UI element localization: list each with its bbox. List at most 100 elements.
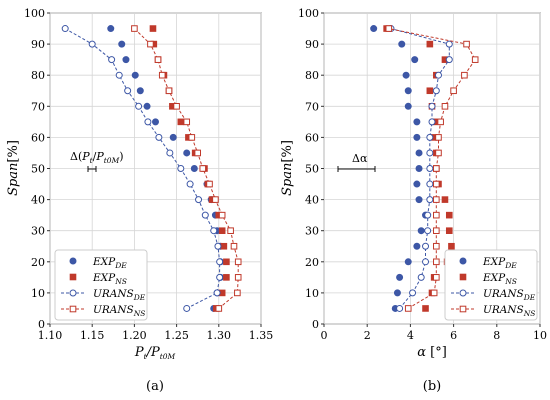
legend-a: EXPDE EXPNS URANSDE URANSNS <box>54 249 148 321</box>
data-point <box>393 289 401 297</box>
legend-label: URANSNS <box>93 304 145 318</box>
data-point <box>108 56 116 64</box>
series-exp-de-b <box>370 25 430 312</box>
data-point <box>404 87 412 95</box>
data-point <box>216 273 224 281</box>
y-tick-label: 0 <box>38 318 45 331</box>
legend-entry: URANSDE <box>61 288 146 302</box>
y-tick-label: 20 <box>31 256 45 269</box>
data-point <box>223 274 230 281</box>
data-point <box>212 196 219 203</box>
data-point <box>183 304 191 312</box>
data-point <box>409 289 417 297</box>
data-point <box>136 87 144 95</box>
y-tick-label: 40 <box>31 194 45 207</box>
data-point <box>430 289 438 297</box>
data-point <box>218 227 226 234</box>
ticks-b: 0 10 20 30 40 50 60 70 80 90 100 0 2 4 6 8 10 <box>298 7 547 342</box>
panel-caption-a: (a) <box>146 379 164 394</box>
x-tick-label: 4 <box>407 329 414 342</box>
legend-marker <box>69 305 77 313</box>
data-point <box>210 227 218 235</box>
y-tick-label: 70 <box>31 100 45 113</box>
data-point <box>131 71 139 79</box>
x-tick-label: 1.10 <box>38 329 63 342</box>
y-tick-label: 60 <box>305 131 319 144</box>
legend-marker <box>69 257 77 265</box>
data-point <box>441 196 449 203</box>
data-point <box>206 180 213 188</box>
data-point <box>433 242 440 250</box>
data-point <box>154 56 162 63</box>
x-tick-label: 1.30 <box>207 329 232 342</box>
legend-marker <box>459 273 467 281</box>
x-tick-label: 1.35 <box>249 329 274 342</box>
data-point <box>435 149 442 157</box>
data-point <box>433 211 440 219</box>
legend-entry: EXPDE <box>69 256 127 270</box>
data-point <box>445 40 453 48</box>
data-point <box>413 133 421 141</box>
data-point <box>463 40 470 48</box>
data-point <box>426 133 434 141</box>
data-point <box>88 40 96 48</box>
data-point <box>404 258 412 266</box>
data-point <box>415 196 423 204</box>
data-point <box>433 274 440 281</box>
data-point <box>433 180 440 188</box>
ticks-a: 0 10 20 30 40 50 60 70 80 90 100 1.10 1.15 1.20 1.25 1.… <box>24 7 273 342</box>
y-tick-label: 40 <box>305 194 319 207</box>
legend-marker <box>69 289 77 297</box>
data-point <box>122 56 130 64</box>
data-point <box>131 25 138 32</box>
data-point <box>370 25 378 33</box>
legend-entry: EXPDE <box>459 256 517 270</box>
data-point <box>149 25 157 32</box>
y-tick-label: 100 <box>24 7 45 20</box>
legend-label: URANSDE <box>483 288 536 302</box>
data-point <box>461 71 468 79</box>
data-point <box>426 180 434 188</box>
y-tick-label: 10 <box>31 287 45 300</box>
data-point <box>147 40 154 48</box>
y-tick-label: 50 <box>305 163 319 176</box>
y-tick-label: 10 <box>305 287 319 300</box>
legend-entry: URANSDE <box>451 288 536 302</box>
data-point <box>426 149 434 157</box>
series-urans-ns-a <box>131 25 242 312</box>
data-point <box>234 258 242 266</box>
data-point <box>415 149 423 157</box>
legend-marker <box>459 289 467 297</box>
data-point <box>199 165 207 172</box>
legend-label: EXPNS <box>92 272 127 286</box>
data-point <box>450 87 457 95</box>
data-point <box>402 71 410 79</box>
legend-marker <box>69 273 77 281</box>
data-point <box>183 118 191 126</box>
annotation-b: Δα <box>337 152 376 172</box>
data-point <box>433 227 440 234</box>
data-point <box>448 242 455 250</box>
data-point <box>426 87 434 95</box>
series-urans-de-b <box>387 25 453 312</box>
data-point <box>143 102 151 110</box>
data-point <box>428 118 436 126</box>
x-tick-label: 1.25 <box>164 329 189 342</box>
y-tick-label: 80 <box>31 69 45 82</box>
data-point <box>107 25 115 33</box>
legend-box-a <box>54 249 148 321</box>
data-point <box>118 40 126 48</box>
data-point <box>177 165 185 172</box>
legend-entry: EXPNS <box>69 272 127 286</box>
data-point <box>413 180 421 188</box>
data-point <box>417 273 425 281</box>
data-point <box>220 242 228 250</box>
data-point <box>215 305 223 312</box>
y-tick-label: 90 <box>31 38 45 51</box>
data-point <box>165 87 173 95</box>
data-point <box>234 289 241 297</box>
x-tick-label: 1.15 <box>80 329 105 342</box>
series-urans-ns-b <box>385 25 479 312</box>
